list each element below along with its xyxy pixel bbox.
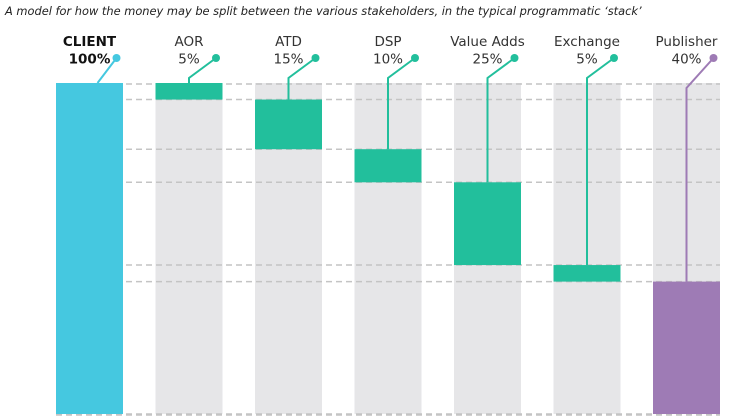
connector-dot-dsp [411, 54, 419, 62]
bar-dsp [354, 149, 422, 183]
category-label-client: CLIENT [63, 34, 117, 50]
bar-atd [255, 99, 322, 150]
connector-dot-client [112, 54, 121, 62]
value-label-atd: 15% [273, 52, 303, 68]
column-bg-aor [155, 83, 223, 414]
value-label-dsp: 10% [373, 52, 403, 68]
category-label-atd: ATD [275, 34, 302, 50]
bar-client [56, 83, 123, 414]
connector-dot-aor [212, 54, 220, 62]
connector-line-exchange [586, 57, 615, 266]
connector-dot-atd [311, 54, 320, 62]
connector-line-dsp [387, 57, 416, 150]
bar-publisher [653, 281, 720, 414]
connector-dot-publisher [709, 54, 718, 62]
value-label-aor: 5% [178, 52, 200, 68]
category-label-dsp: DSP [374, 34, 401, 50]
category-label-value-adds: Value Adds [450, 34, 525, 50]
connector-line-value-adds [486, 57, 516, 183]
bar-exchange [553, 265, 621, 282]
connector-dot-exchange [610, 54, 618, 62]
category-label-exchange: Exchange [554, 34, 620, 50]
value-label-exchange: 5% [576, 52, 598, 68]
chart-subtitle: A model for how the money may be split b… [5, 4, 642, 18]
connector-line-atd [287, 57, 317, 100]
category-label-aor: AOR [174, 34, 203, 50]
bar-aor [155, 83, 223, 100]
value-label-publisher: 40% [671, 52, 701, 68]
value-label-value-adds: 25% [472, 52, 502, 68]
connector-line-aor [188, 57, 217, 83]
bar-value-adds [454, 182, 521, 266]
category-label-publisher: Publisher [656, 34, 718, 50]
value-label-client: 100% [69, 52, 111, 68]
connector-dot-value-adds [510, 54, 519, 62]
connector-line-client [96, 57, 118, 84]
connector-line-publisher [685, 57, 715, 282]
